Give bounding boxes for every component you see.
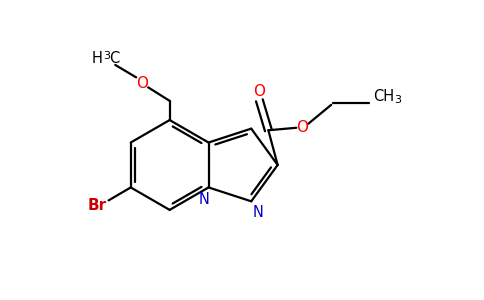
Text: C: C bbox=[109, 51, 120, 66]
Text: O: O bbox=[136, 76, 148, 91]
Text: 3: 3 bbox=[394, 95, 401, 105]
Text: N: N bbox=[252, 205, 263, 220]
Text: 3: 3 bbox=[103, 51, 110, 62]
Text: O: O bbox=[253, 84, 265, 99]
Text: CH: CH bbox=[373, 89, 394, 104]
Text: Br: Br bbox=[88, 198, 106, 213]
Text: N: N bbox=[199, 192, 210, 207]
Text: H: H bbox=[92, 51, 103, 66]
Text: O: O bbox=[296, 120, 308, 135]
